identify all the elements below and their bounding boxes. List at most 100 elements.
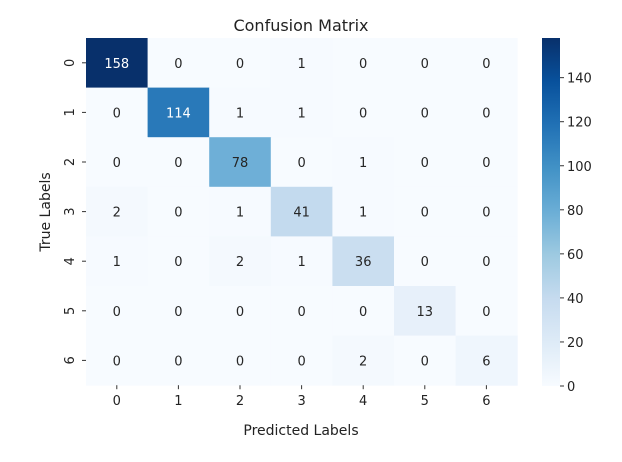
cell-value-0-1: 0: [174, 57, 182, 72]
cell-value-3-5: 0: [421, 206, 429, 221]
x-axis-label: Predicted Labels: [243, 423, 358, 439]
colorbar-tick-label-3: 60: [567, 248, 584, 263]
cell-value-0-0: 158: [104, 57, 129, 72]
heatmap-cell-6-1: [147, 335, 210, 386]
cell-value-5-0: 0: [113, 305, 121, 320]
heatmap-cell-2-4: [332, 137, 395, 188]
y-tick-label-6: 6: [63, 356, 78, 364]
colorbar-tick-label-4: 80: [567, 204, 584, 219]
cell-value-0-5: 0: [421, 57, 429, 72]
heatmap-cell-3-5: [394, 186, 457, 237]
cell-value-6-2: 0: [236, 354, 244, 369]
cell-value-5-5: 13: [417, 305, 434, 320]
colorbar-tick-label-2: 40: [567, 292, 584, 307]
heatmap-cell-labels: 158 0 0 1 0 0 00 114 1 1 0 0 00 0 78 0 1 0 02 0 1 41 1 0 01 0 2 1 36…: [104, 57, 490, 370]
heatmap-cell-6-4: [332, 335, 395, 386]
heatmap-cell-4-4: [332, 236, 395, 287]
heatmap-cell-0-2: [209, 38, 272, 89]
cell-value-3-0: 2: [113, 206, 121, 221]
y-tick-label-5: 5: [63, 307, 78, 315]
heatmap-cell-2-2: [209, 137, 272, 188]
cell-value-4-5: 0: [421, 255, 429, 270]
x-tick-label-1: 1: [174, 394, 182, 409]
cell-value-6-4: 2: [359, 354, 367, 369]
cell-value-3-2: 1: [236, 206, 244, 221]
cell-value-2-0: 0: [113, 156, 121, 171]
heatmap-cell-4-5: [394, 236, 457, 287]
cell-value-0-4: 0: [359, 57, 367, 72]
cell-value-1-2: 1: [236, 106, 244, 121]
heatmap-cell-3-3: [270, 186, 333, 237]
heatmap-cell-4-2: [209, 236, 272, 287]
x-tick-label-3: 3: [297, 394, 305, 409]
heatmap-cell-6-5: [394, 335, 457, 386]
colorbar-tick-label-5: 100: [567, 160, 592, 175]
heatmap-cell-6-3: [270, 335, 333, 386]
cell-value-6-1: 0: [174, 354, 182, 369]
heatmap-cell-3-1: [147, 186, 210, 237]
heatmap-cell-4-0: [86, 236, 149, 287]
x-tick-label-5: 5: [421, 394, 429, 409]
cell-value-0-6: 0: [482, 57, 490, 72]
cell-value-6-6: 6: [482, 354, 490, 369]
y-axis-ticks: 0 1 2 3 4 5 6: [63, 59, 86, 365]
heatmap-cell-5-2: [209, 286, 272, 337]
y-axis-label: True Labels: [38, 172, 54, 252]
heatmap-cell-2-1: [147, 137, 210, 188]
heatmap-cell-1-6: [455, 87, 518, 138]
heatmap-cell-0-3: [270, 38, 333, 89]
x-tick-label-4: 4: [359, 394, 367, 409]
cell-value-4-3: 1: [297, 255, 305, 270]
cell-value-6-3: 0: [297, 354, 305, 369]
cell-value-2-6: 0: [482, 156, 490, 171]
heatmap-cell-0-4: [332, 38, 395, 89]
y-tick-label-4: 4: [63, 257, 78, 265]
cell-value-0-3: 1: [297, 57, 305, 72]
heatmap-cell-4-1: [147, 236, 210, 287]
cell-value-2-4: 1: [359, 156, 367, 171]
heatmap-cell-6-2: [209, 335, 272, 386]
cell-value-1-3: 1: [297, 106, 305, 121]
heatmap-cell-1-5: [394, 87, 457, 138]
cell-value-2-5: 0: [421, 156, 429, 171]
colorbar-ticks: 0 20 40 60 80 100 120 140: [560, 72, 592, 395]
cell-value-5-3: 0: [297, 305, 305, 320]
heatmap-cell-2-6: [455, 137, 518, 188]
heatmap-cells: [86, 38, 518, 386]
cell-value-3-6: 0: [482, 206, 490, 221]
heatmap-cell-1-0: [86, 87, 149, 138]
colorbar-tick-label-6: 120: [567, 116, 592, 131]
y-tick-label-3: 3: [63, 207, 78, 215]
cell-value-2-3: 0: [297, 156, 305, 171]
heatmap-cell-0-5: [394, 38, 457, 89]
cell-value-4-1: 0: [174, 255, 182, 270]
y-tick-label-0: 0: [63, 59, 78, 67]
heatmap-cell-5-1: [147, 286, 210, 337]
colorbar-tick-label-7: 140: [567, 72, 592, 87]
x-tick-label-6: 6: [482, 394, 490, 409]
cell-value-1-0: 0: [113, 106, 121, 121]
heatmap-cell-6-6: [455, 335, 518, 386]
heatmap-cell-0-1: [147, 38, 210, 89]
heatmap-cell-0-0: [86, 38, 149, 89]
heatmap-cell-3-2: [209, 186, 272, 237]
cell-value-1-1: 114: [166, 106, 191, 121]
cell-value-1-6: 0: [482, 106, 490, 121]
x-tick-label-0: 0: [113, 394, 121, 409]
cell-value-6-5: 0: [421, 354, 429, 369]
heatmap-cell-5-3: [270, 286, 333, 337]
heatmap-cell-5-6: [455, 286, 518, 337]
heatmap-cell-1-1: [147, 87, 210, 138]
cell-value-1-4: 0: [359, 106, 367, 121]
cell-value-2-1: 0: [174, 156, 182, 171]
cell-value-3-4: 1: [359, 206, 367, 221]
heatmap-cell-4-3: [270, 236, 333, 287]
cell-value-5-4: 0: [359, 305, 367, 320]
cell-value-4-0: 1: [113, 255, 121, 270]
cell-value-3-1: 0: [174, 206, 182, 221]
colorbar: [542, 38, 560, 386]
heatmap-cell-3-0: [86, 186, 149, 237]
cell-value-5-6: 0: [482, 305, 490, 320]
x-axis-ticks: 0 1 2 3 4 5 6: [113, 385, 491, 409]
